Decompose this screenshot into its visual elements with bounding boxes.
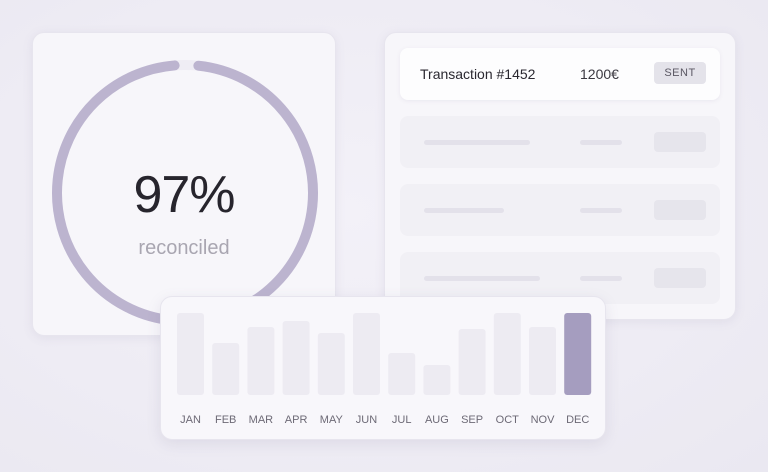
progress-caption: reconciled xyxy=(138,237,230,259)
placeholder-amount-line xyxy=(580,208,622,213)
month-label-apr: APR xyxy=(285,414,308,426)
placeholder-badge xyxy=(654,132,706,152)
bar-may xyxy=(317,333,345,395)
transaction-title: Transaction #1452 xyxy=(420,66,536,82)
status-badge: SENT xyxy=(654,62,706,84)
placeholder-row xyxy=(400,116,720,168)
transaction-row[interactable]: Transaction #1452 1200€ SENT xyxy=(400,48,720,100)
month-label-nov: NOV xyxy=(531,414,556,426)
monthly-bar-chart: JAN FEB MAR APR MAY JUN JUL AUG SEP OCT NOV DEC xyxy=(177,313,592,426)
month-label-jun: JUN xyxy=(356,414,377,426)
bar-mar xyxy=(247,327,275,395)
placeholder-title-line xyxy=(424,276,540,281)
month-label-dec: DEC xyxy=(566,414,589,426)
bar-jan xyxy=(177,313,204,395)
bar-jun xyxy=(353,313,380,395)
bar-dec xyxy=(564,313,592,395)
bar-aug xyxy=(423,365,451,395)
bar-nov xyxy=(529,327,556,395)
placeholder-badge xyxy=(654,200,706,220)
progress-percent: 97% xyxy=(133,166,235,224)
placeholder-amount-line xyxy=(580,276,622,281)
month-label-aug: AUG xyxy=(425,414,449,426)
placeholder-amount-line xyxy=(580,140,622,145)
month-label-feb: FEB xyxy=(215,414,236,426)
month-label-jan: JAN xyxy=(180,414,201,426)
month-label-mar: MAR xyxy=(249,414,274,426)
transaction-amount: 1200€ xyxy=(580,66,619,82)
bar-oct xyxy=(493,313,521,395)
reconciliation-progress-card: 97% reconciled xyxy=(32,32,336,336)
bar-apr xyxy=(282,321,310,395)
month-label-jul: JUL xyxy=(392,414,412,426)
bar-jul xyxy=(388,353,416,395)
placeholder-row xyxy=(400,252,720,304)
placeholder-title-line xyxy=(424,140,530,145)
transactions-card: Transaction #1452 1200€ SENT xyxy=(384,32,736,320)
placeholder-badge xyxy=(654,268,706,288)
bar-sep xyxy=(458,329,486,395)
placeholder-title-line xyxy=(424,208,504,213)
month-label-oct: OCT xyxy=(496,414,520,426)
placeholder-row xyxy=(400,184,720,236)
month-label-may: MAY xyxy=(320,414,344,426)
month-label-sep: SEP xyxy=(461,414,483,426)
monthly-bar-chart-card: JAN FEB MAR APR MAY JUN JUL AUG SEP OCT NOV DEC xyxy=(160,296,606,440)
bar-feb xyxy=(212,343,240,395)
